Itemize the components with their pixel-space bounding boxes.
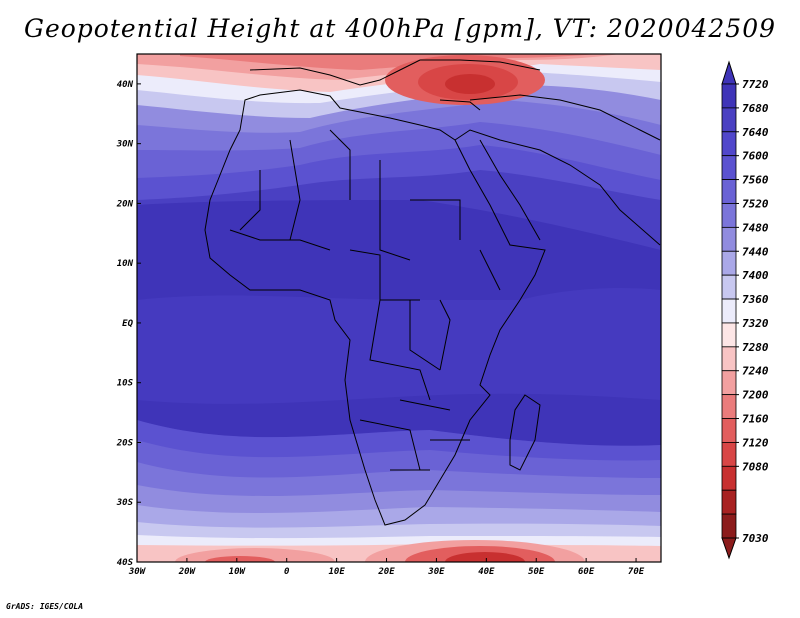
colorbar-segment xyxy=(721,131,737,157)
lat-tick-label: 40S xyxy=(117,558,134,568)
colorbar-segment xyxy=(721,489,737,515)
lon-tick-label: 50E xyxy=(528,567,545,577)
colorbar-label: 7240 xyxy=(742,365,769,378)
lat-tick-label: 30N xyxy=(116,140,134,150)
lon-tick-label: 60E xyxy=(578,567,595,577)
colorbar-segment xyxy=(721,226,737,252)
lon-tick-label: 70E xyxy=(628,567,645,577)
lat-axis: 40N 30N 20N 10N EQ 10S 20S 30S 40S xyxy=(116,80,141,568)
colorbar-segment xyxy=(721,298,737,324)
colorbar-label: 7160 xyxy=(742,413,769,426)
colorbar-label: 7680 xyxy=(742,102,769,115)
colorbar-segment xyxy=(721,370,737,396)
lat-tick-label: 10S xyxy=(117,379,134,389)
colorbar-label: 7440 xyxy=(742,245,769,258)
lat-tick-label: 40N xyxy=(117,80,134,90)
grads-credit: GrADS: IGES/COLA xyxy=(6,602,84,611)
colorbar-segment xyxy=(721,513,737,539)
colorbar-top-arrow xyxy=(721,60,737,85)
colorbar-label: 7400 xyxy=(742,269,769,282)
colorbar-segment xyxy=(721,203,737,228)
colorbar-label: 7080 xyxy=(742,460,769,473)
coastlines xyxy=(204,59,661,526)
lon-axis: 30W 20W 10W 0 10E 20E 30E 40E 50E 60E 70E xyxy=(128,558,645,577)
colorbar-segment xyxy=(721,179,737,204)
colorbar-label: 7360 xyxy=(742,293,769,306)
colorbar-segment xyxy=(721,418,737,443)
colorbar-label: 7520 xyxy=(742,197,769,210)
lon-tick-label: 30E xyxy=(427,567,445,577)
colorbar: 7720 7680 7640 7600 7560 7520 7480 7440 7400 7360… xyxy=(721,60,769,560)
lat-tick-label: 20S xyxy=(116,438,134,448)
colorbar-label: 7600 xyxy=(742,150,769,163)
lon-tick-label: 10E xyxy=(328,567,345,577)
colorbar-label: 7200 xyxy=(742,389,769,402)
colorbar-label: 7030 xyxy=(742,532,769,545)
colorbar-segment xyxy=(721,107,737,133)
colorbar-label: 7720 xyxy=(742,78,769,91)
lon-tick-label: 0 xyxy=(284,567,290,577)
lon-tick-label: 10W xyxy=(229,567,247,577)
colorbar-label: 7480 xyxy=(742,221,769,234)
colorbar-segment xyxy=(721,83,737,109)
colorbar-label: 7120 xyxy=(742,436,769,449)
colorbar-label: 7640 xyxy=(742,126,769,139)
lon-tick-label: 30W xyxy=(128,567,147,577)
lat-tick-label: EQ xyxy=(122,319,133,329)
colorbar-segment xyxy=(721,250,737,276)
lon-tick-label: 20E xyxy=(377,567,395,577)
plot-frame xyxy=(136,53,662,563)
colorbar-segment xyxy=(721,394,737,419)
lon-tick-label: 40E xyxy=(478,567,495,577)
colorbar-label: 7280 xyxy=(742,341,769,354)
colorbar-segment xyxy=(721,346,737,372)
lat-tick-label: 30S xyxy=(116,498,134,508)
colorbar-segment xyxy=(721,442,737,467)
colorbar-segment xyxy=(721,465,737,491)
lat-tick-label: 20N xyxy=(116,199,134,209)
lon-tick-label: 20W xyxy=(178,567,197,577)
lat-tick-label: 10N xyxy=(117,259,134,269)
colorbar-label: 7560 xyxy=(742,174,769,187)
colorbar-segment xyxy=(721,322,737,348)
colorbar-label: 7320 xyxy=(742,317,769,330)
colorbar-segment xyxy=(721,274,737,300)
colorbar-segment xyxy=(721,155,737,180)
map-title: Geopotential Height at 400hPa [gpm], VT:… xyxy=(23,14,777,43)
colorbar-bottom-arrow xyxy=(721,537,737,560)
contour-fill xyxy=(137,54,661,562)
